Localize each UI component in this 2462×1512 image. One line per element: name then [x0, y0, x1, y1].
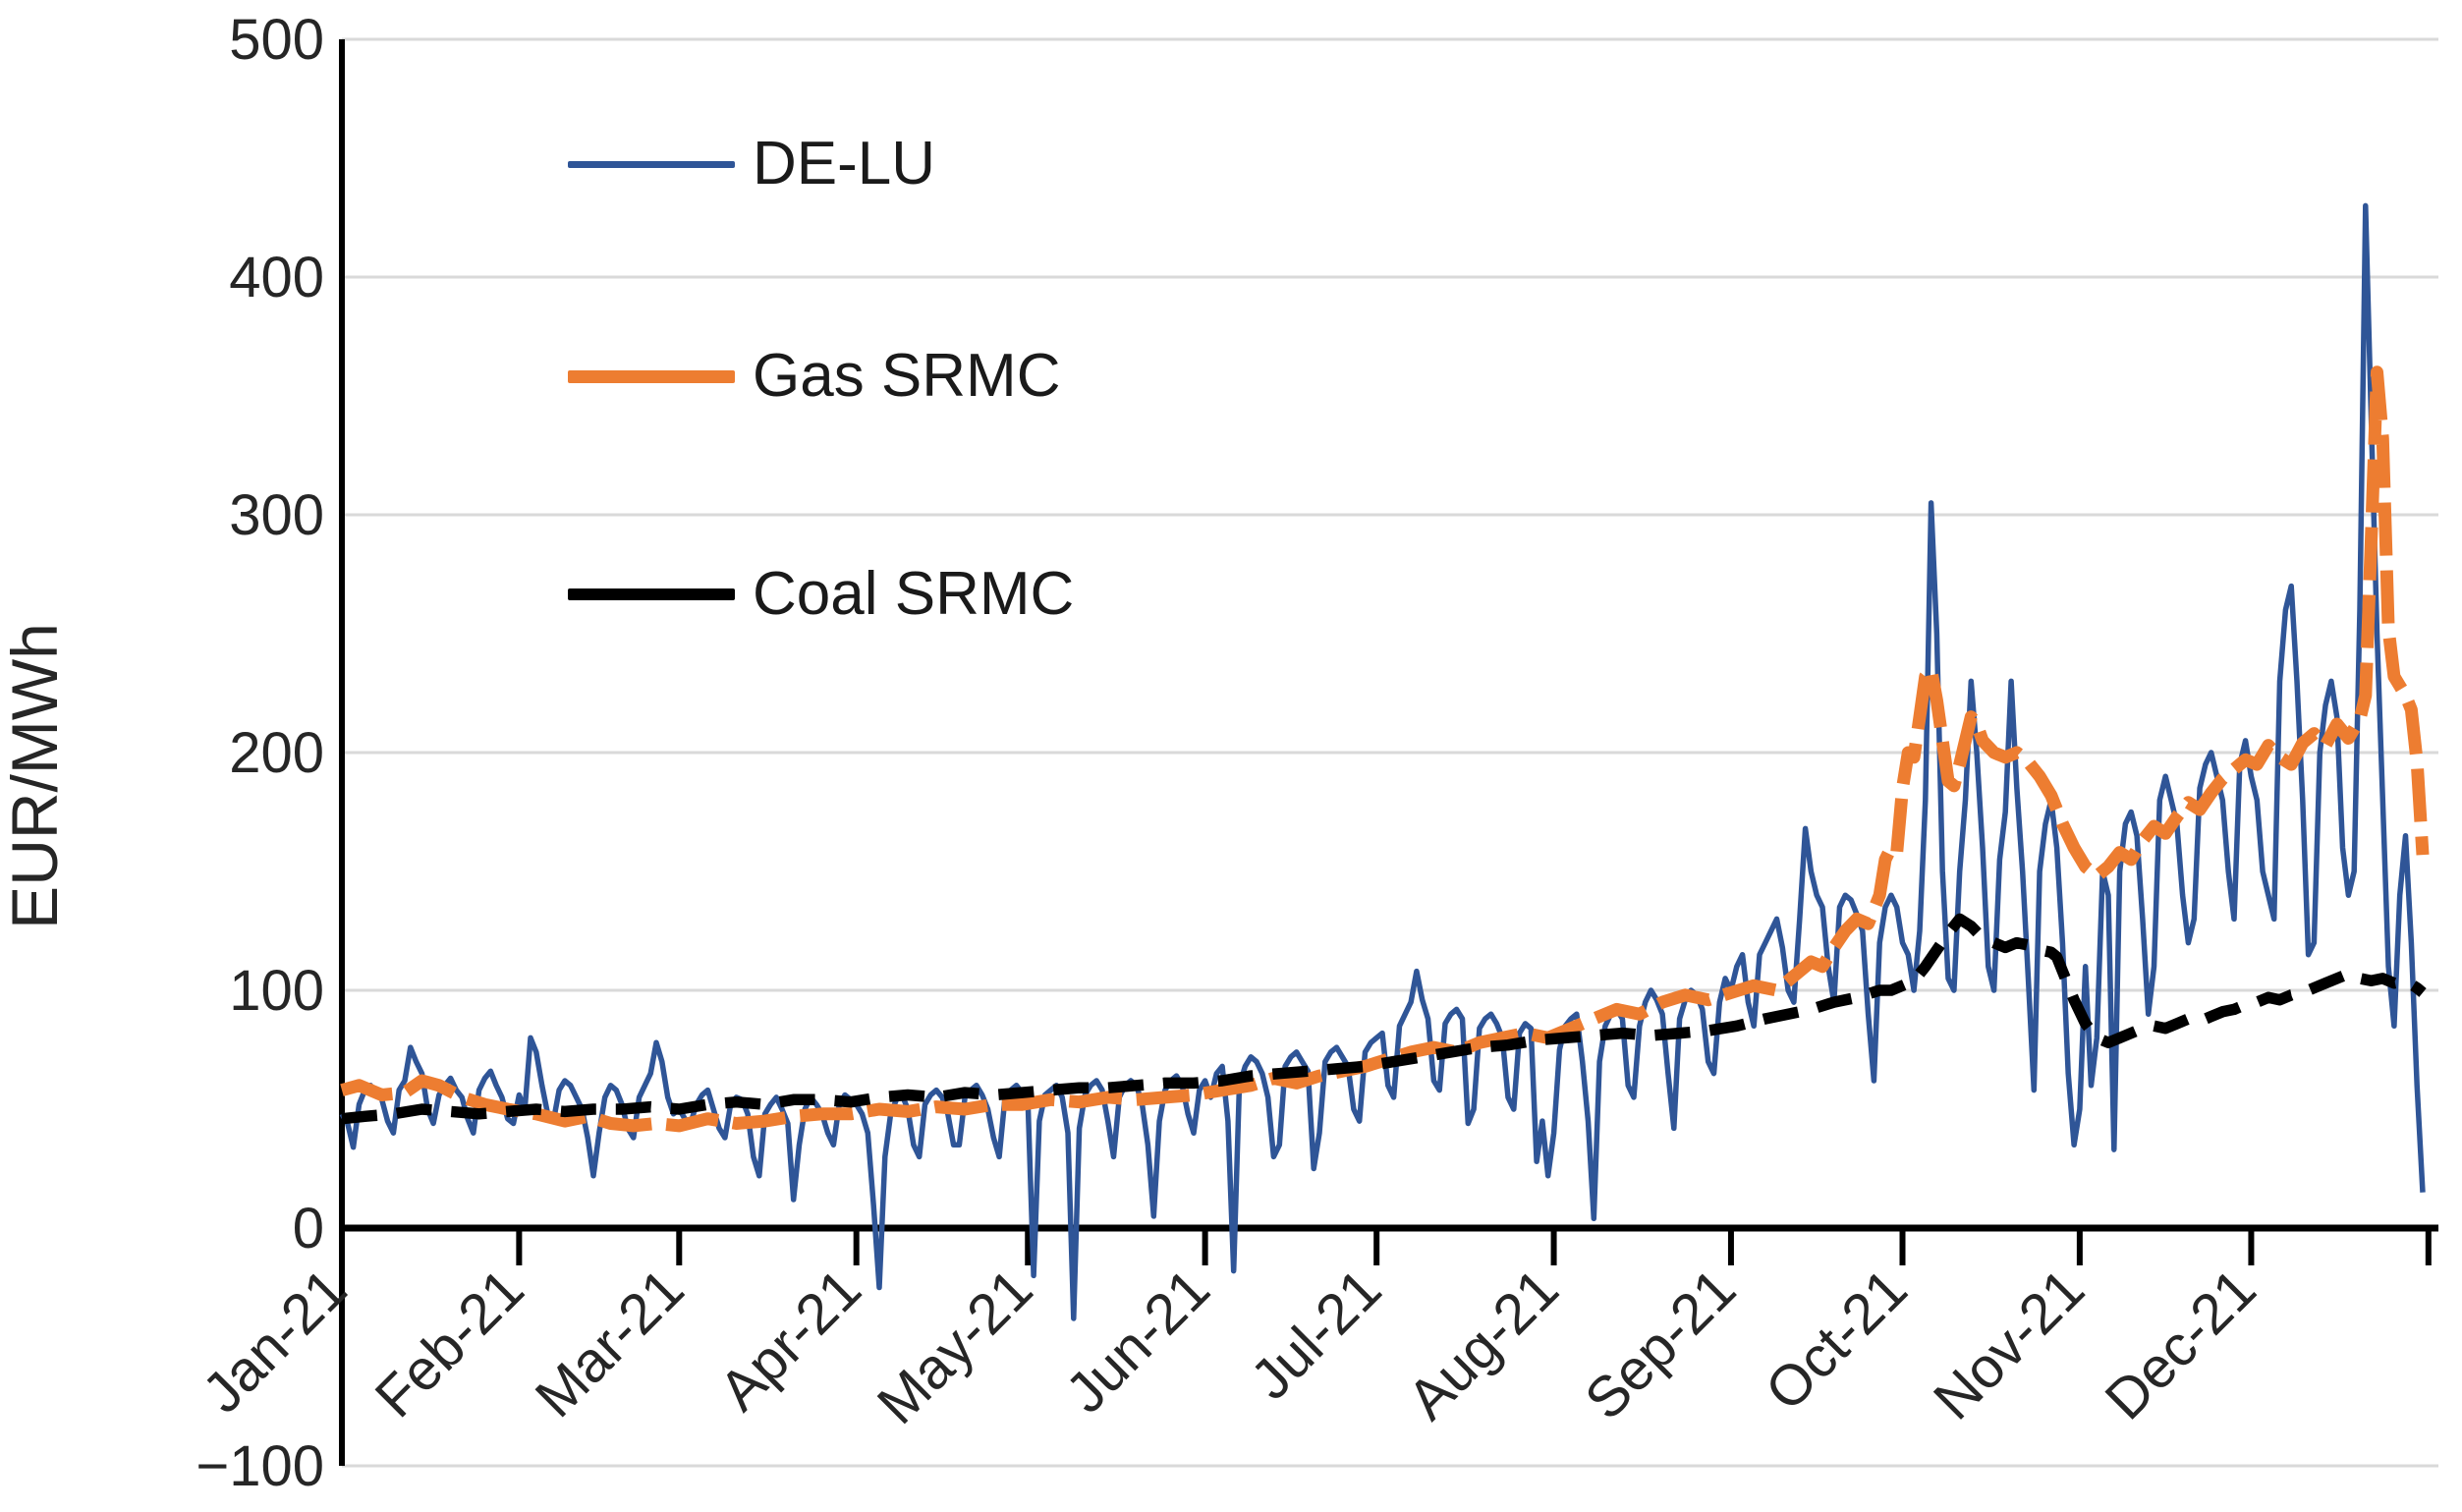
legend-label-de-lu: DE-LU [753, 130, 936, 197]
x-tick-label: Jul-21 [1239, 1257, 1394, 1412]
y-tick-label: 400 [229, 246, 324, 309]
x-tick-label: Jun-21 [1053, 1257, 1221, 1425]
x-tick-label: Dec-21 [2093, 1257, 2267, 1431]
y-tick-label: 200 [229, 721, 324, 785]
x-tick-label: Nov-21 [1922, 1257, 2097, 1431]
y-tick-label: −100 [196, 1434, 324, 1498]
x-tick-label: Aug-21 [1396, 1257, 1571, 1431]
x-tick-label: Apr-21 [707, 1257, 873, 1423]
y-axis-title: EUR/MWh [0, 623, 71, 929]
series-line-coal-srmc [341, 913, 2427, 1125]
y-tick-label: 100 [229, 959, 324, 1023]
legend-line-sample-de-lu [568, 160, 735, 168]
y-tick-label: 0 [293, 1197, 324, 1260]
legend-item-coal-srmc: Coal SRMC [568, 560, 1074, 629]
x-tick-label: Sep-21 [1573, 1257, 1748, 1431]
y-tick-label: 500 [229, 8, 324, 72]
y-tick-label: 300 [229, 483, 324, 547]
legend-item-gas-srmc: Gas SRMC [568, 342, 1060, 411]
legend-label-gas-srmc: Gas SRMC [753, 342, 1061, 410]
legend-label-coal-srmc: Coal SRMC [753, 560, 1075, 628]
legend-item-de-lu: DE-LU [568, 130, 935, 198]
x-tick-label: Mar-21 [524, 1257, 697, 1429]
legend-line-sample-coal-srmc [568, 588, 735, 600]
x-tick-label: Oct-21 [1754, 1257, 1920, 1423]
series-line-gas-srmc [340, 365, 2430, 1133]
legend-line-sample-gas-srmc [568, 369, 735, 383]
x-tick-label: Feb-21 [364, 1257, 536, 1429]
x-tick-label: Jan-21 [191, 1257, 359, 1425]
x-tick-label: May-21 [866, 1257, 1045, 1436]
